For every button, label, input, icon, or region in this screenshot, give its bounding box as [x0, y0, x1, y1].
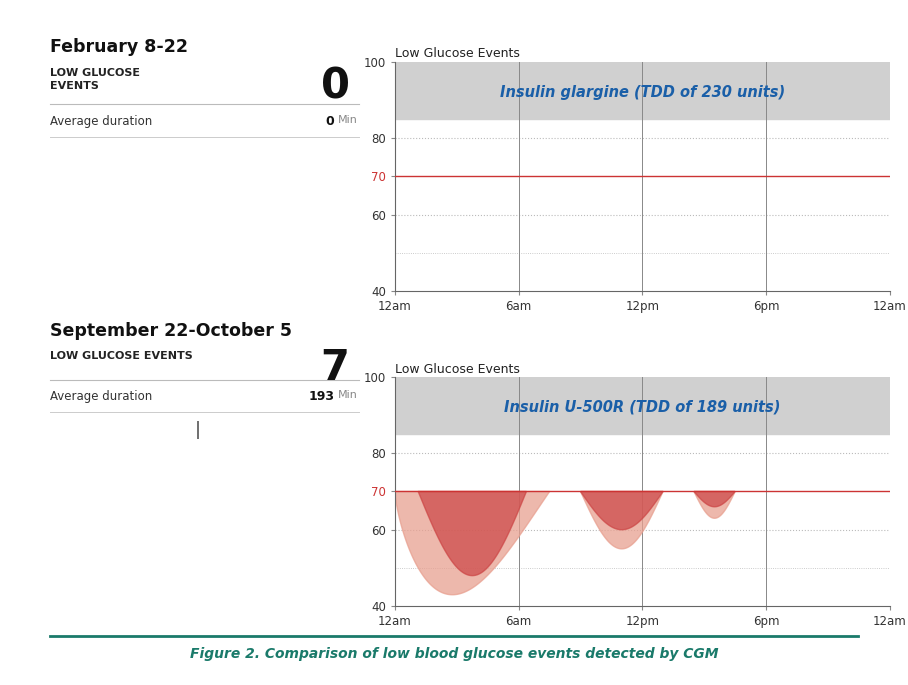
Text: LOW GLUCOSE
EVENTS: LOW GLUCOSE EVENTS: [50, 68, 140, 91]
Text: Figure 2. Comparison of low blood glucose events detected by CGM: Figure 2. Comparison of low blood glucos…: [190, 647, 718, 661]
Text: LOW GLUCOSE EVENTS: LOW GLUCOSE EVENTS: [50, 351, 192, 361]
Text: Min: Min: [338, 115, 358, 125]
Bar: [395, 377, 890, 434]
Text: Average duration: Average duration: [50, 115, 153, 128]
Text: Insulin U-500R (TDD of 189 units): Insulin U-500R (TDD of 189 units): [504, 400, 781, 415]
Text: Min: Min: [338, 390, 358, 401]
Text: Low Glucose Events: Low Glucose Events: [395, 362, 520, 375]
Bar: [395, 62, 890, 119]
Text: 0: 0: [321, 65, 350, 107]
Text: Average duration: Average duration: [50, 390, 153, 403]
Text: Low Glucose Events: Low Glucose Events: [395, 47, 520, 60]
Text: Insulin glargine (TDD of 230 units): Insulin glargine (TDD of 230 units): [499, 85, 785, 100]
Text: September 22-October 5: September 22-October 5: [50, 322, 292, 340]
Text: |: |: [195, 421, 202, 439]
Text: 7: 7: [321, 347, 350, 389]
Text: 0: 0: [325, 115, 334, 128]
Text: February 8-22: February 8-22: [50, 38, 188, 55]
Text: 193: 193: [308, 390, 334, 403]
